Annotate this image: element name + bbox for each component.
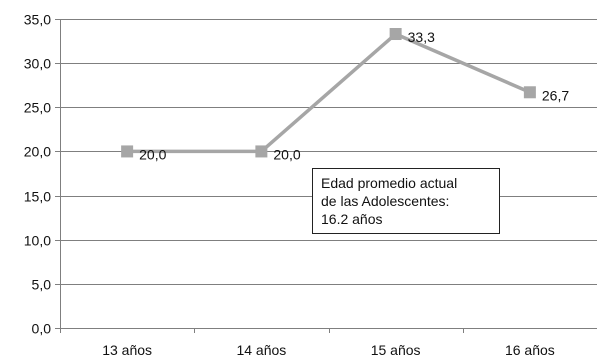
data-point bbox=[255, 145, 268, 158]
x-tick-label: 13 años bbox=[102, 342, 152, 358]
y-tick-label: 5,0 bbox=[32, 277, 52, 293]
y-tick-labels: 0,0 5,0 10,0 15,0 20,0 25,0 30,0 35,0 bbox=[24, 12, 51, 337]
y-tick-label: 15,0 bbox=[24, 189, 51, 205]
x-tick-labels: 13 años 14 años 15 años 16 años bbox=[102, 342, 555, 358]
annotation-line-1: Edad promedio actual bbox=[321, 175, 458, 191]
data-label: 20,0 bbox=[139, 146, 166, 162]
axes bbox=[55, 19, 597, 333]
data-label: 33,3 bbox=[408, 29, 435, 45]
y-tick-label: 0,0 bbox=[32, 321, 52, 337]
data-point bbox=[523, 86, 536, 99]
x-tick-label: 14 años bbox=[236, 342, 286, 358]
y-tick-label: 10,0 bbox=[24, 233, 51, 249]
x-tick-label: 15 años bbox=[371, 342, 421, 358]
annotation-line-2: de las Adolescentes: bbox=[321, 193, 450, 209]
data-label: 26,7 bbox=[542, 87, 569, 103]
series-line-group bbox=[121, 28, 536, 158]
y-tick-label: 25,0 bbox=[24, 100, 51, 116]
series-line bbox=[125, 32, 532, 154]
data-point bbox=[121, 145, 134, 158]
y-tick-label: 35,0 bbox=[24, 12, 51, 28]
x-tick-label: 16 años bbox=[505, 342, 555, 358]
y-tick-label: 20,0 bbox=[24, 144, 51, 160]
data-point bbox=[389, 28, 402, 41]
average-age-annotation: Edad promedio actual de las Adolescentes… bbox=[312, 168, 500, 234]
y-tick-label: 30,0 bbox=[24, 56, 51, 72]
annotation-line-3: 16.2 años bbox=[321, 211, 383, 227]
data-label: 20,0 bbox=[273, 146, 300, 162]
data-labels: 20,0 20,0 33,3 26,7 bbox=[139, 29, 569, 162]
